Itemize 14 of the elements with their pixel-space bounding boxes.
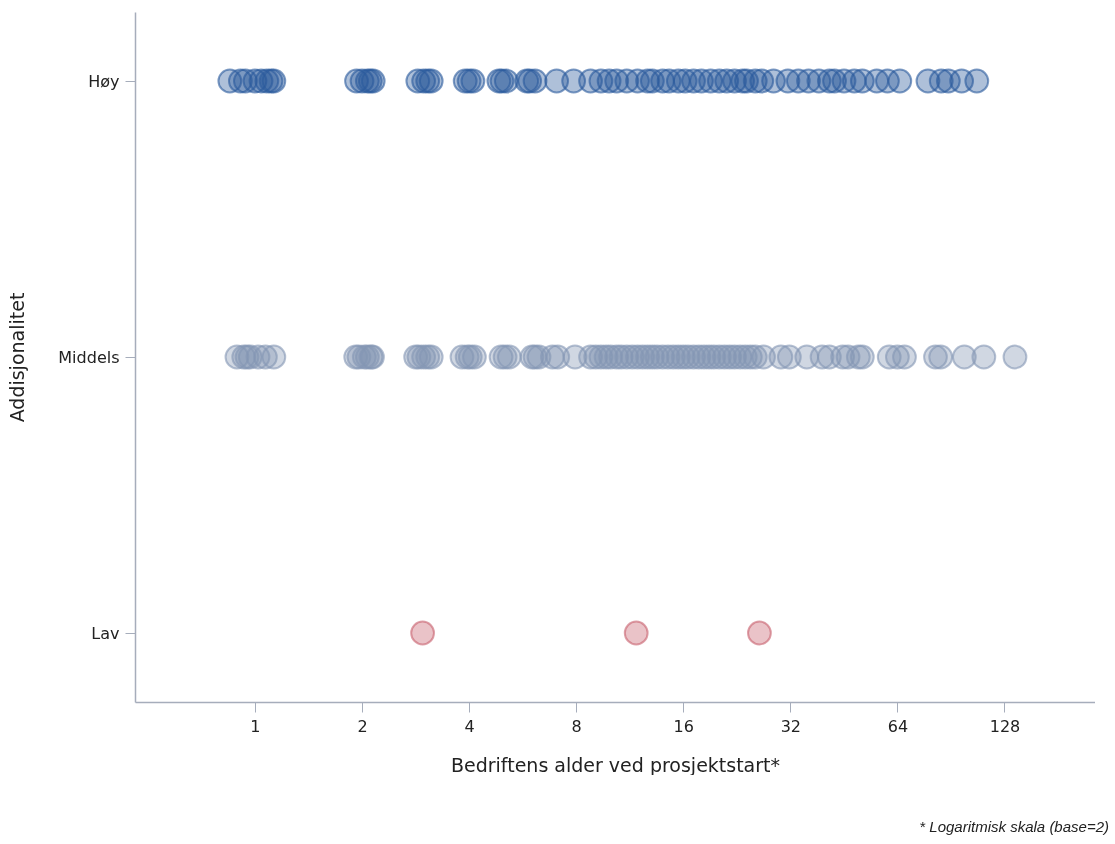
x-tick-label: 128 — [989, 716, 1021, 736]
x-tick-label: 64 — [887, 716, 909, 736]
x-tick-label: 32 — [780, 716, 801, 736]
y-tick-label: Middels — [58, 347, 120, 367]
y-tick-label: Høy — [88, 71, 120, 91]
x-tick-label: 4 — [464, 716, 475, 736]
y-axis-title: Addisjonalitet — [6, 292, 29, 423]
x-tick-label: 16 — [673, 716, 694, 736]
y-tick-label: Lav — [91, 623, 120, 643]
x-tick-label: 2 — [357, 716, 368, 736]
x-axis-title: Bedriftens alder ved prosjektstart* — [450, 753, 781, 776]
x-tick-label: 8 — [571, 716, 582, 736]
text: * Logaritmisk skala (base=2) — [919, 818, 1109, 835]
x-tick-label: 1 — [250, 716, 261, 736]
